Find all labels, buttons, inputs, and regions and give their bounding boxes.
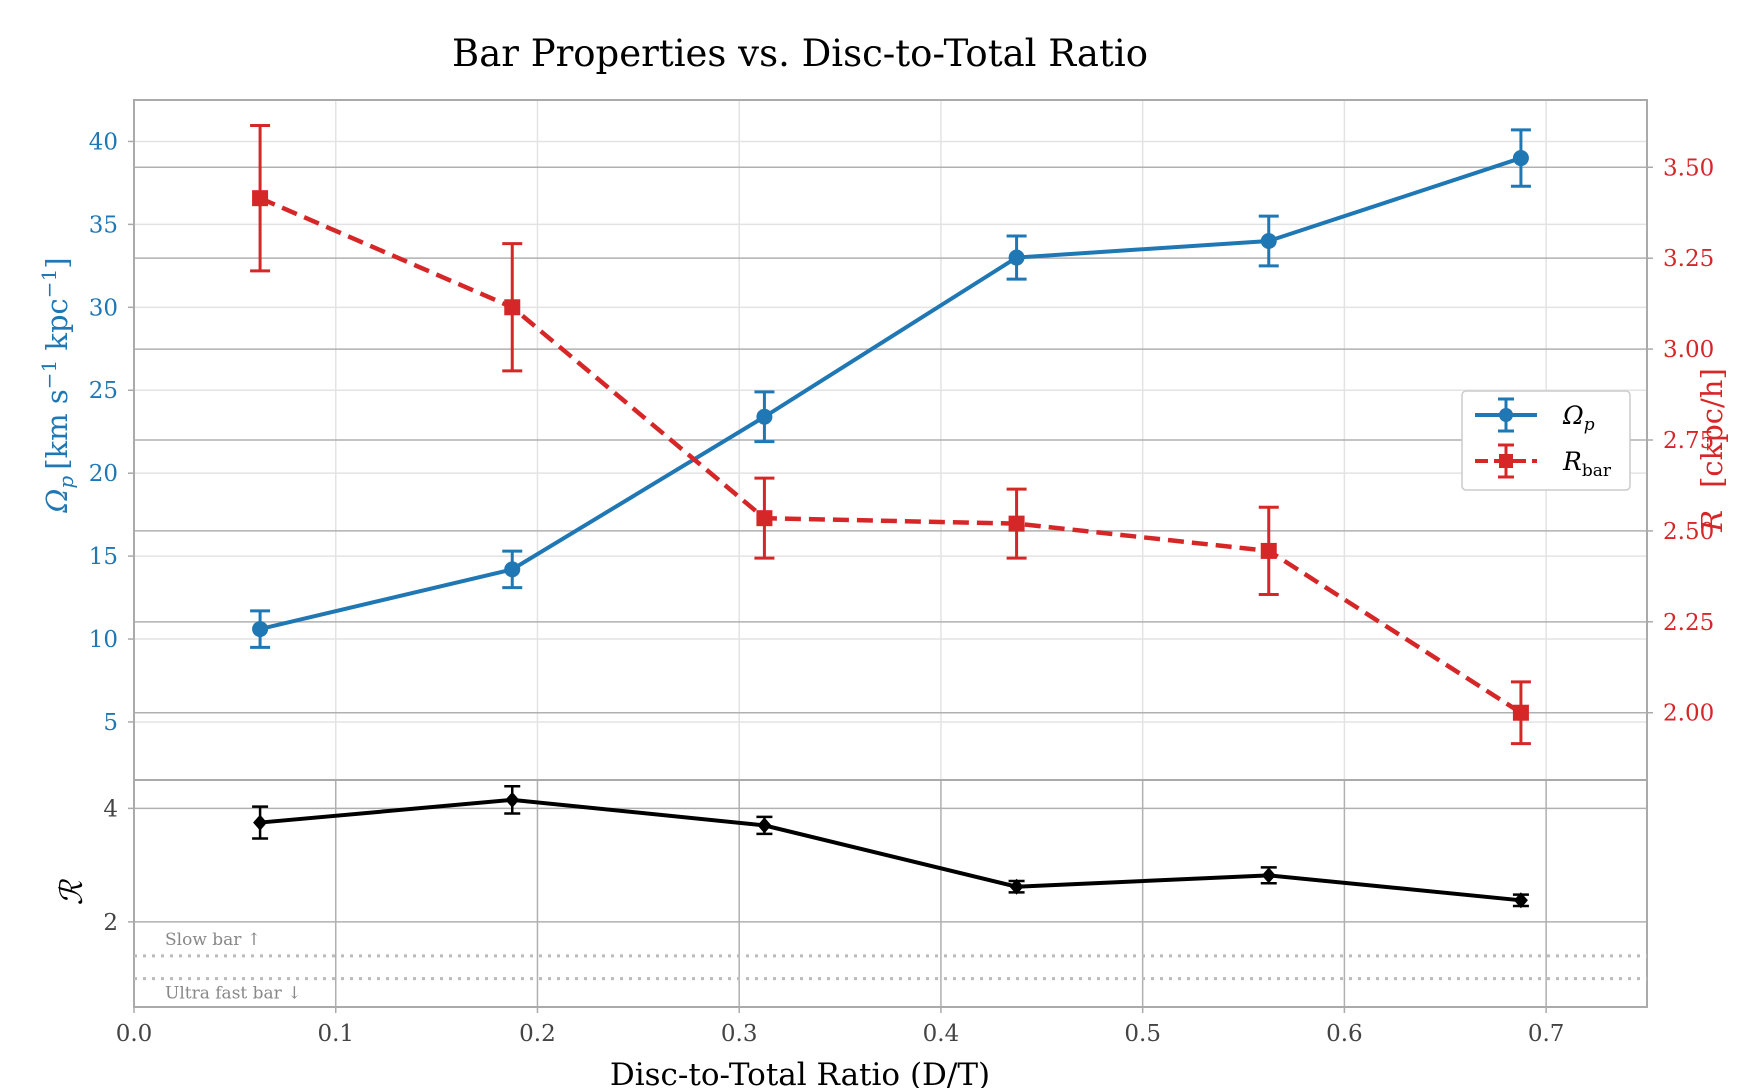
left-tick-label: 15 [89, 544, 118, 570]
bottom-tick-label: 4 [103, 796, 118, 822]
right-axis-ticks: 2.00 2.25 2.50 2.75 3.00 3.25 3.50 [1647, 155, 1714, 727]
bottom-axis-ticks: 24 [103, 796, 134, 936]
left-tick-label: 35 [89, 212, 118, 238]
rbar-series [250, 123, 1531, 746]
omega-point [1512, 150, 1529, 167]
bottom-grid [133, 780, 1647, 1007]
right-tick-label: 2.50 [1663, 519, 1714, 545]
rbar-point [252, 190, 269, 207]
x-tick-label: 0.3 [721, 1021, 758, 1047]
slow-bar-label: Slow bar ↑ [165, 930, 261, 950]
x-tick-label: 0.7 [1528, 1021, 1565, 1047]
rbar-point [1008, 515, 1025, 532]
r-ratio-point [757, 817, 772, 834]
legend-rbar-label: Rbar [1562, 447, 1612, 481]
top-grid [133, 100, 1647, 780]
reference-lines [134, 954, 1647, 981]
bottom-frame-rect [133, 779, 1648, 1008]
x-tick-label: 0.6 [1326, 1021, 1363, 1047]
r-ratio-series [252, 784, 1529, 909]
left-axis-label: Ωp[km s−1 kpc−1] [37, 257, 78, 513]
omega-point [1260, 232, 1277, 249]
rbar-point [1260, 542, 1277, 559]
right-tick-label: 2.25 [1663, 610, 1714, 636]
bottom-plot-frame [133, 779, 1648, 1008]
x-axis-ticks: 0.0 0.1 0.2 0.3 0.4 0.5 0.6 0.7 [116, 1007, 1565, 1047]
r-ratio-line [259, 797, 1522, 903]
r-ratio-point [1513, 892, 1528, 909]
x-tick-label: 0.4 [923, 1021, 960, 1047]
r-ratio-point [1009, 878, 1024, 895]
omega-point [1008, 249, 1025, 266]
omega-point [252, 621, 269, 638]
r-ratio-point [505, 791, 520, 808]
legend-omega-handle [1475, 397, 1537, 433]
right-tick-label: 2.00 [1663, 701, 1714, 727]
legend-rbar-handle [1475, 443, 1537, 479]
chart-title: Bar Properties vs. Disc-to-Total Ratio [452, 32, 1148, 75]
right-tick-label: 2.75 [1663, 428, 1714, 454]
omega-point [504, 561, 521, 578]
r-ratio-point [253, 814, 268, 831]
left-tick-label: 40 [89, 129, 118, 155]
omega-line [259, 156, 1522, 632]
bottom-axis-label: ℛ [54, 878, 90, 905]
x-axis-label: Disc-to-Total Ratio (D/T) [610, 1057, 990, 1088]
right-tick-label: 3.50 [1663, 155, 1714, 181]
right-axis-label: R[ckpc/h] [1695, 368, 1729, 533]
right-tick-label: 3.00 [1663, 337, 1714, 363]
x-tick-label: 0.2 [519, 1021, 556, 1047]
x-tick-label: 0.1 [317, 1021, 354, 1047]
rbar-point [756, 510, 773, 527]
legend: Ωp Rbar [1461, 390, 1631, 491]
x-tick-label: 0.0 [116, 1021, 153, 1047]
left-tick-label: 20 [89, 461, 118, 487]
rbar-point [504, 299, 521, 316]
ultra-fast-bar-label: Ultra fast bar ↓ [165, 984, 301, 1004]
omega-series [250, 128, 1531, 649]
r-ratio-point [1261, 867, 1276, 884]
left-axis-ticks: 5 10 15 20 25 30 35 40 [89, 129, 134, 736]
right-tick-label: 3.25 [1663, 246, 1714, 272]
rbar-point [1512, 704, 1529, 721]
left-tick-label: 30 [89, 295, 118, 321]
left-tick-label: 5 [103, 710, 118, 736]
bottom-tick-label: 2 [103, 910, 118, 936]
omega-point [756, 408, 773, 425]
legend-omega-label: Ωp [1562, 401, 1595, 435]
left-tick-label: 10 [89, 627, 118, 653]
left-tick-label: 25 [89, 378, 118, 404]
rbar-line [259, 196, 1523, 715]
x-tick-label: 0.5 [1124, 1021, 1161, 1047]
